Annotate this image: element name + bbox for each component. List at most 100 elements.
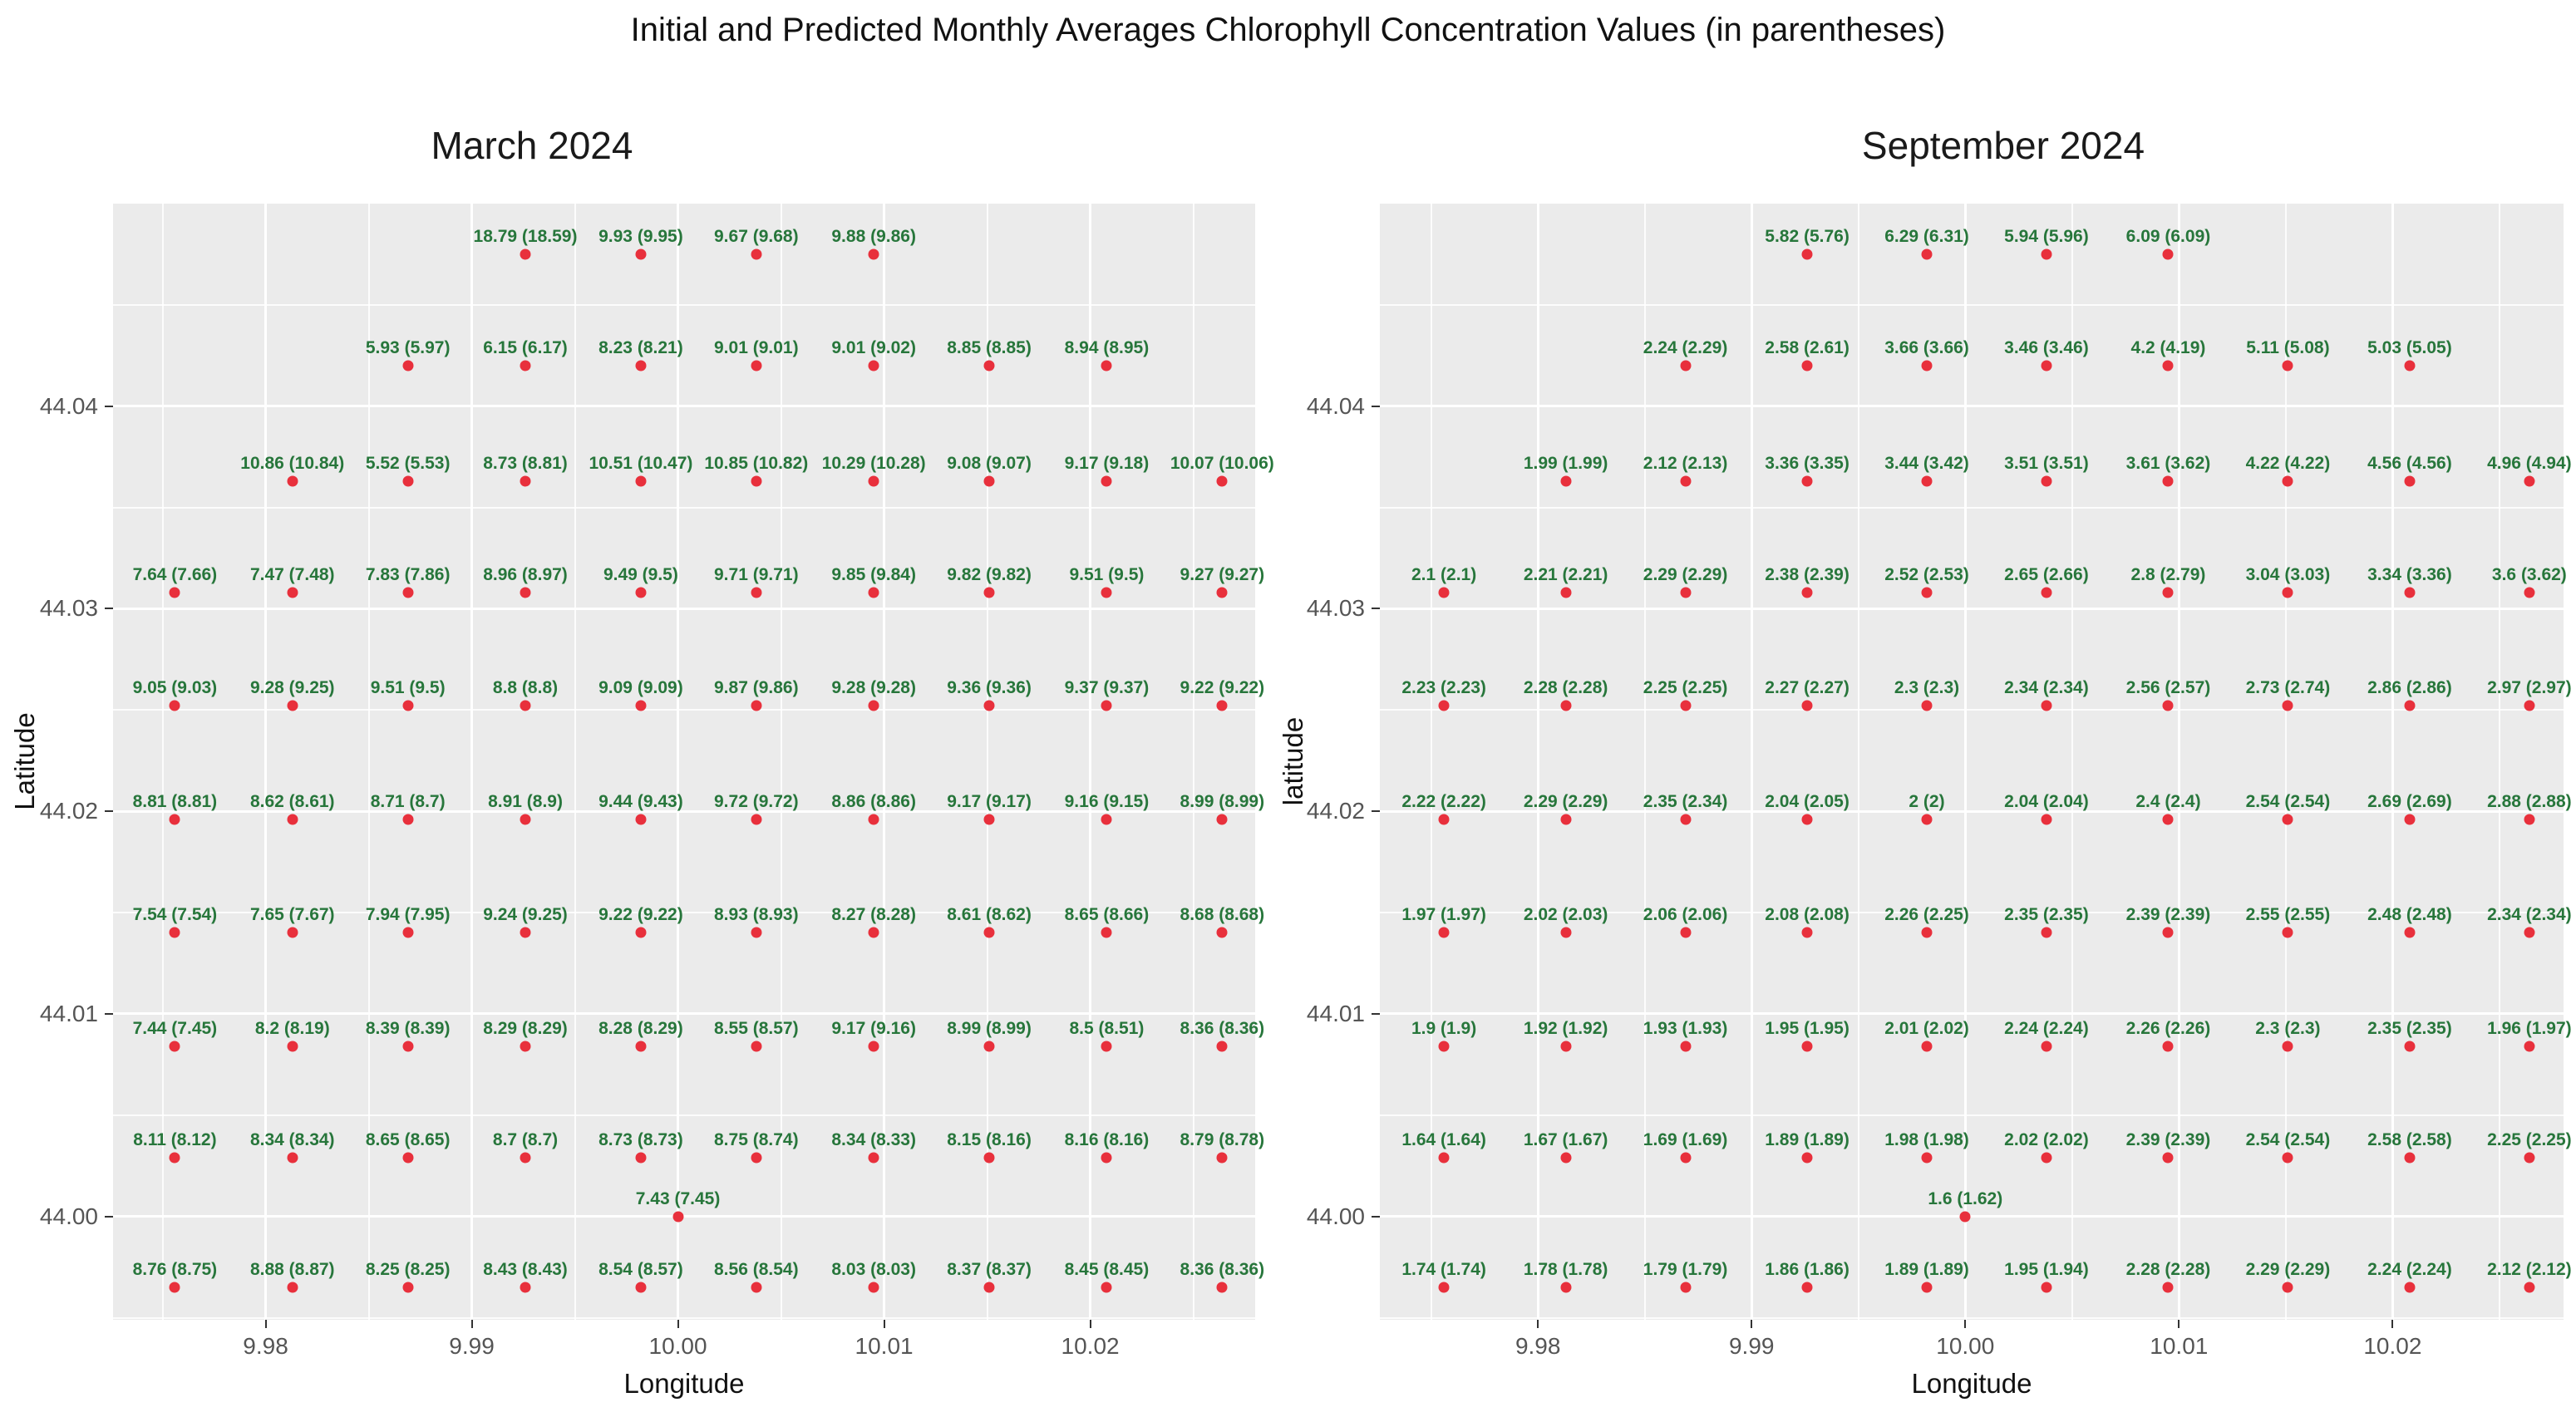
- data-point: [2282, 1041, 2293, 1052]
- point-label: 1.78 (1.78): [1523, 1260, 1608, 1279]
- point-label: 2.35 (2.34): [1643, 791, 1728, 811]
- data-point: [2524, 814, 2535, 825]
- point-label: 2.28 (2.28): [2125, 1260, 2211, 1279]
- data-point: [1438, 814, 1450, 825]
- point-label: 8.94 (8.95): [1064, 337, 1150, 357]
- point-label: 8.81 (8.81): [132, 791, 218, 811]
- panel-title-march: March 2024: [431, 124, 633, 167]
- point-label: 8.7 (8.7): [492, 1130, 559, 1149]
- point-label: 8.36 (8.36): [1180, 1260, 1265, 1279]
- x-axis-tick-label: 10.00: [648, 1333, 707, 1359]
- data-point: [2162, 1152, 2174, 1164]
- point-label: 10.07 (10.06): [1170, 453, 1274, 473]
- point-label: 2.02 (2.03): [1523, 905, 1608, 925]
- point-label: 7.47 (7.48): [249, 564, 335, 584]
- grid-line-vertical-major: [1536, 204, 1539, 1320]
- data-point: [1921, 360, 1933, 371]
- data-point: [2162, 360, 2174, 371]
- grid-line-vertical-minor: [574, 204, 576, 1320]
- point-label: 2.86 (2.86): [2367, 678, 2452, 698]
- grid-line-vertical-minor: [986, 204, 988, 1320]
- point-label: 8.55 (8.57): [714, 1018, 799, 1038]
- point-label: 9.36 (9.36): [947, 678, 1032, 698]
- point-label: 8.56 (8.54): [714, 1260, 799, 1279]
- data-point: [2404, 1152, 2416, 1164]
- point-label: 10.29 (10.28): [821, 453, 926, 473]
- data-point: [1560, 1282, 1572, 1293]
- data-point: [1101, 927, 1112, 938]
- point-label: 2.22 (2.22): [1401, 791, 1486, 811]
- data-point: [868, 927, 879, 938]
- data-point: [2162, 1282, 2174, 1293]
- data-point: [1921, 700, 1933, 711]
- y-axis-tick-label: 44.03: [39, 595, 98, 622]
- data-point: [1680, 587, 1692, 598]
- point-label: 8.71 (8.7): [370, 791, 446, 811]
- point-label: 1.6 (1.62): [1928, 1188, 2003, 1208]
- point-label: 8.85 (8.85): [947, 337, 1032, 357]
- point-label: 5.52 (5.53): [365, 453, 451, 473]
- grid-line-vertical-major: [883, 204, 886, 1320]
- point-label: 3.66 (3.66): [1884, 337, 1969, 357]
- data-point: [2404, 700, 2416, 711]
- y-axis-tick-label: 44.01: [1306, 1000, 1365, 1026]
- data-point: [751, 475, 762, 487]
- data-point: [2041, 587, 2052, 598]
- data-point: [1101, 360, 1112, 371]
- point-label: 9.93 (9.95): [598, 226, 683, 246]
- data-point: [751, 1041, 762, 1052]
- point-label: 8.5 (8.51): [1069, 1018, 1145, 1038]
- point-label: 3.34 (3.36): [2367, 564, 2452, 584]
- data-point: [2041, 1152, 2052, 1164]
- data-point: [287, 927, 298, 938]
- point-label: 8.76 (8.75): [132, 1260, 218, 1279]
- data-point: [1801, 814, 1813, 825]
- x-axis-tick-label: 10.02: [2363, 1333, 2422, 1359]
- point-label: 2.97 (2.97): [2487, 678, 2572, 698]
- data-point: [868, 700, 879, 711]
- grid-line-vertical-major: [1750, 204, 1753, 1320]
- grid-line-horizontal-major: [113, 405, 1255, 408]
- point-label: 2.02 (2.02): [2004, 1130, 2089, 1149]
- point-label: 3.51 (3.51): [2004, 453, 2089, 473]
- data-point: [2282, 1152, 2293, 1164]
- data-point: [402, 1282, 414, 1293]
- grid-line-vertical-minor: [1430, 204, 1432, 1320]
- data-point: [520, 1282, 531, 1293]
- point-label: 8.15 (8.16): [947, 1130, 1032, 1149]
- point-label: 8.91 (8.9): [488, 791, 563, 811]
- point-label: 2.27 (2.27): [1765, 678, 1849, 698]
- data-point: [1101, 700, 1112, 711]
- point-label: 9.71 (9.71): [714, 564, 799, 584]
- data-point: [983, 1152, 995, 1164]
- point-label: 8.8 (8.8): [492, 678, 559, 698]
- data-point: [868, 475, 879, 487]
- data-point: [2162, 475, 2174, 487]
- point-label: 8.39 (8.39): [365, 1018, 451, 1038]
- grid-line-horizontal-major: [113, 607, 1255, 610]
- point-label: 8.16 (8.16): [1064, 1130, 1150, 1149]
- grid-line-horizontal-minor: [113, 1316, 1255, 1319]
- point-label: 10.51 (10.47): [589, 453, 693, 473]
- point-label: 8.34 (8.33): [831, 1130, 916, 1149]
- y-axis-tick-label: 44.04: [39, 392, 98, 419]
- data-point: [520, 1152, 531, 1164]
- point-label: 2.24 (2.29): [1643, 337, 1728, 357]
- data-point: [520, 700, 531, 711]
- point-label: 7.65 (7.67): [249, 905, 335, 925]
- data-point: [1438, 927, 1450, 938]
- point-label: 8.79 (8.78): [1180, 1130, 1265, 1149]
- point-label: 2.35 (2.35): [2004, 905, 2089, 925]
- data-point: [2524, 1152, 2535, 1164]
- point-label: 9.51 (9.5): [370, 678, 446, 698]
- data-point: [2041, 1282, 2052, 1293]
- grid-line-horizontal-major: [1380, 1215, 2564, 1218]
- point-label: 2.06 (2.06): [1643, 905, 1728, 925]
- data-point: [751, 1282, 762, 1293]
- point-label: 1.92 (1.92): [1523, 1018, 1608, 1038]
- data-point: [1560, 587, 1572, 598]
- point-label: 8.36 (8.36): [1180, 1018, 1265, 1038]
- point-label: 2.23 (2.23): [1401, 678, 1486, 698]
- data-point: [2282, 927, 2293, 938]
- point-label: 3.6 (3.62): [2491, 564, 2567, 584]
